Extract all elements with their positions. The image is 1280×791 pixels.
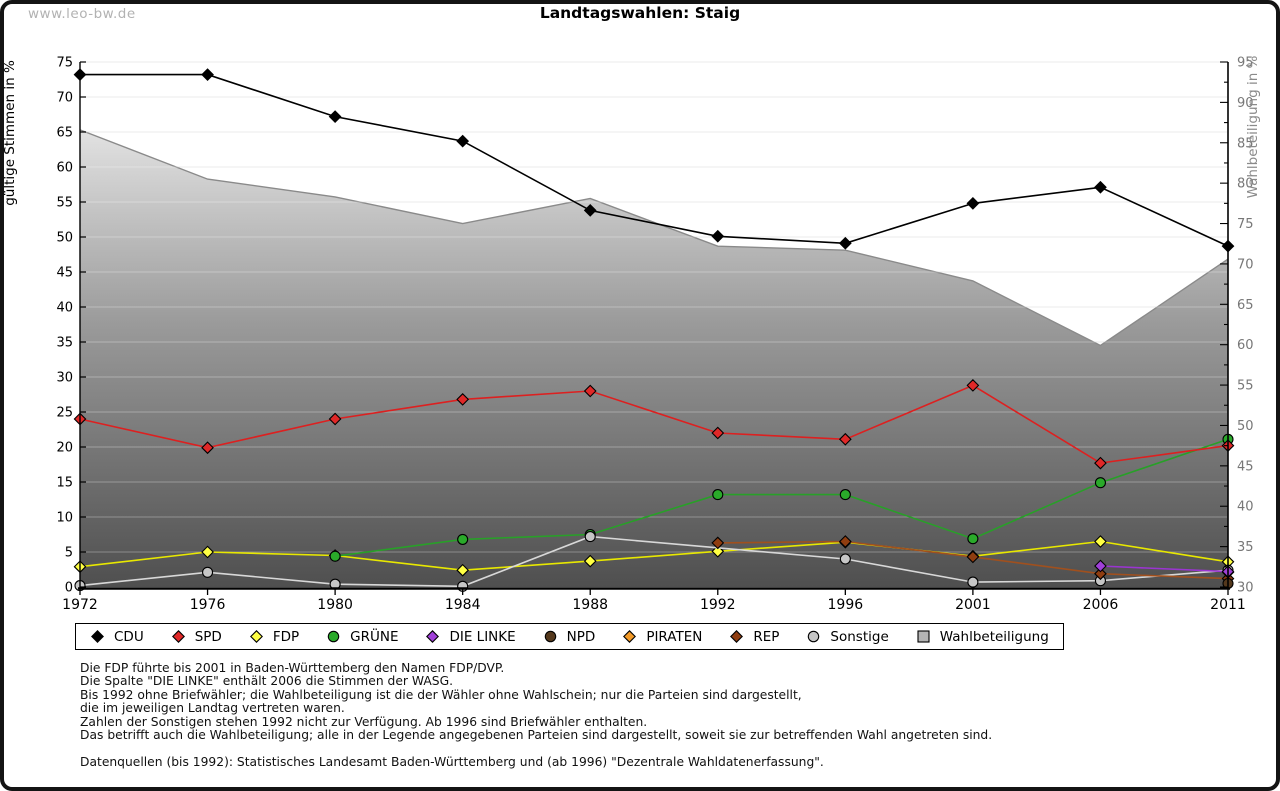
legend-item-NPD: NPD [543,628,596,645]
svg-text:75: 75 [1237,217,1254,232]
svg-text:5: 5 [65,546,73,561]
line-chart: 0 5 10 15 20 25 30 35 40 45 50 55 60 65 70 75 30 35 40 45 50… [2,55,1261,614]
svg-text:70: 70 [56,91,73,106]
svg-text:40: 40 [1237,500,1254,515]
svg-text:60: 60 [56,161,73,176]
svg-text:90: 90 [1237,96,1254,111]
svg-text:75: 75 [56,56,73,71]
footnote-line-1: Die FDP führte bis 2001 in Baden-Württem… [80,661,505,675]
svg-text:50: 50 [1237,419,1254,434]
legend-marker-DIE LINKE [426,630,440,643]
svg-text:55: 55 [56,196,73,211]
svg-text:1996: 1996 [828,597,864,613]
legend-item-Wahlbeteiligung: Wahlbeteiligung [916,629,1049,645]
svg-text:2006: 2006 [1083,597,1119,613]
footnote-line-5: Zahlen der Sonstigen stehen 1992 nicht z… [80,714,648,729]
legend-label: Wahlbeteiligung [939,628,1049,645]
svg-text:1980: 1980 [317,597,353,613]
legend-marker-GRÜNE [327,630,340,643]
legend-label: Sonstige [830,628,889,645]
footnote-line-7 [80,742,992,755]
legend: CDU SPD FDP GRÜNE DIE LINKE NPD PIRATEN REP Sons… [75,623,1064,650]
footnote-line-2: Die Spalte "DIE LINKE" enthält 2006 die … [80,674,454,689]
legend-marker-SPD [171,630,185,643]
legend-item-Sonstige: Sonstige [806,628,889,645]
svg-text:2001: 2001 [955,597,991,613]
svg-text:55: 55 [1237,379,1254,394]
svg-text:65: 65 [56,126,73,141]
footnote-line-8: Datenquellen (bis 1992): Statistisches L… [80,754,824,769]
watermark: www.leo-bw.de [28,6,136,22]
svg-text:35: 35 [1237,540,1254,555]
legend-item-FDP: FDP [249,629,299,645]
footnote-line-3: Bis 1992 ohne Briefwähler; die Wahlbetei… [80,687,802,702]
right-axis-label: Wahlbeteiligung in % [1245,55,1261,198]
legend-marker-FDP [249,630,263,643]
legend-item-REP: REP [729,629,779,645]
svg-text:1972: 1972 [62,597,98,613]
legend-label: NPD [566,628,596,645]
axes: 0 5 10 15 20 25 30 35 40 45 50 55 60 65 70 75 30 35 40 45 50… [56,56,1253,614]
legend-label: FDP [272,628,300,645]
svg-text:25: 25 [56,406,73,421]
legend-label: REP [753,628,780,645]
legend-label: CDU [114,628,144,645]
legend-marker-REP [730,630,744,643]
svg-text:1992: 1992 [700,597,736,613]
svg-text:1988: 1988 [572,597,608,613]
svg-text:30: 30 [1237,581,1254,596]
footnotes: Die FDP führte bis 2001 in Baden-Württem… [80,661,993,769]
legend-label: GRÜNE [350,628,399,645]
svg-text:85: 85 [1237,136,1254,151]
svg-text:95: 95 [1237,56,1254,71]
svg-text:1984: 1984 [445,597,481,613]
legend-label: DIE LINKE [449,628,516,645]
svg-text:70: 70 [1237,257,1254,272]
svg-text:35: 35 [56,336,73,351]
svg-text:60: 60 [1237,338,1254,353]
legend-marker-NPD [544,630,556,643]
legend-marker-CDU [91,630,104,643]
svg-text:2011: 2011 [1210,597,1246,613]
svg-text:80: 80 [1237,177,1254,192]
svg-text:50: 50 [56,231,73,246]
svg-text:10: 10 [56,511,73,526]
footnote-line-6: Das betrifft auch die Wahlbeteiligung; a… [80,728,993,743]
svg-text:65: 65 [1237,298,1254,313]
svg-text:15: 15 [56,476,73,491]
series-SPD [73,379,1235,470]
svg-text:45: 45 [1237,459,1254,474]
left-axis-label: gültige Stimmen in % [2,60,18,206]
legend-marker-PIRATEN [623,630,637,643]
svg-text:0: 0 [65,581,73,596]
svg-text:40: 40 [56,301,73,316]
legend-marker-Sonstige [808,630,820,643]
legend-label: SPD [194,628,222,645]
svg-text:20: 20 [56,441,73,456]
legend-item-GRÜNE: GRÜNE [326,629,398,645]
page-title: Landtagswahlen: Staig [539,4,741,22]
svg-text:30: 30 [56,371,73,386]
svg-text:1976: 1976 [190,597,226,613]
legend-item-SPD: SPD [171,629,222,645]
footnote-line-4: die im jeweiligen Landtag vertreten ware… [80,701,345,716]
legend-item-PIRATEN: PIRATEN [622,629,702,645]
legend-item-DIE LINKE: DIE LINKE [425,628,516,645]
legend-item-CDU: CDU [90,629,144,645]
legend-label: PIRATEN [646,628,703,645]
svg-text:45: 45 [56,266,73,281]
series-Wahlbeteiligung [79,129,1229,587]
legend-marker-Wahlbeteiligung [917,630,930,643]
